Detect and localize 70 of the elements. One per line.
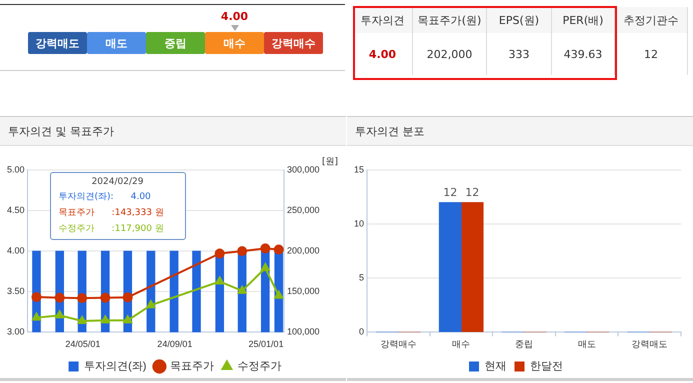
text: PER(배) [552, 7, 615, 33]
annotation: 목표주가 :143,333 원 [58, 207, 165, 219]
category-label: 매수 [205, 32, 264, 54]
y-tick-label: 3.50 [6, 286, 25, 296]
x-tick-label: 중립 [515, 339, 534, 350]
y2-axis-title: [원] [322, 156, 338, 167]
point [237, 246, 248, 256]
y2-tick-label: 150,000 [287, 286, 320, 296]
point [274, 244, 284, 254]
legend-label: 한달전 [530, 360, 563, 373]
point [100, 315, 110, 324]
x-tick-label: 강력매수 [380, 339, 416, 350]
text: 12 [615, 33, 688, 75]
y2-tick-label: 100,000 [287, 326, 320, 337]
point [55, 310, 64, 318]
point [146, 300, 156, 308]
chart-title: 투자의견 분포 [347, 116, 693, 146]
annotation: 수정주가 :117,900 원 [58, 223, 165, 235]
point [214, 248, 225, 259]
category-label: 강력매도 [28, 32, 87, 54]
point [274, 290, 284, 299]
text: 목표주가(원) [413, 7, 487, 33]
x-tick-label: 매도 [578, 339, 596, 350]
text: 추정기관수 [615, 7, 688, 33]
point [31, 292, 42, 302]
x-tick-label: 매수 [452, 339, 470, 350]
y-tick-label: 4.00 [6, 246, 25, 256]
text: 333 [487, 33, 552, 75]
x-tick-label: 25/01/01 [248, 339, 284, 350]
category-label: 강력매수 [264, 32, 323, 54]
point [238, 286, 247, 294]
point [260, 263, 270, 272]
y-tick-label: 3.00 [6, 326, 25, 337]
data-label: 12 [465, 186, 480, 199]
data-label: 12 [443, 186, 458, 199]
point [78, 316, 87, 324]
text: 439.63 [552, 33, 615, 75]
point [122, 292, 133, 302]
y2-tick-label: 250,000 [287, 205, 320, 216]
point [260, 243, 270, 254]
point [123, 315, 132, 324]
legend-label: 수정주가 [237, 360, 282, 373]
text: 202,000 [413, 33, 487, 75]
point [100, 292, 110, 303]
x-tick-label: 강력매도 [632, 339, 668, 350]
legend-label: 현재 [484, 360, 506, 373]
y-tick-label: 15 [354, 164, 364, 174]
point [54, 292, 65, 303]
chart-title: 투자의견 및 목표주가 [0, 116, 346, 146]
point [77, 293, 88, 304]
category-label: 중립 [146, 32, 205, 54]
category-label: 매도 [87, 32, 146, 54]
text: 4.00 [220, 10, 250, 23]
y2-tick-label: 300,000 [287, 164, 320, 174]
y-tick-label: 4.50 [6, 205, 25, 216]
annotation: 투자의견(좌): 4.00 [58, 191, 152, 203]
y-tick-label: 10 [354, 218, 364, 229]
legend-label: 목표주가 [170, 360, 214, 373]
x-tick-label: 24/09/01 [157, 339, 192, 350]
text: 투자의견 [353, 7, 413, 33]
y-tick-label: 5 [358, 272, 364, 283]
point [215, 276, 224, 285]
y-tick-label: 5.00 [6, 164, 25, 174]
text: EPS(원) [487, 7, 552, 33]
y-tick-label: 0 [358, 326, 364, 337]
y2-tick-label: 200,000 [287, 246, 320, 256]
legend-label: 투자의견(좌) [84, 360, 146, 373]
annotation: 2024/02/29 [90, 177, 144, 187]
x-tick-label: 24/05/01 [65, 339, 100, 350]
point [32, 312, 41, 321]
